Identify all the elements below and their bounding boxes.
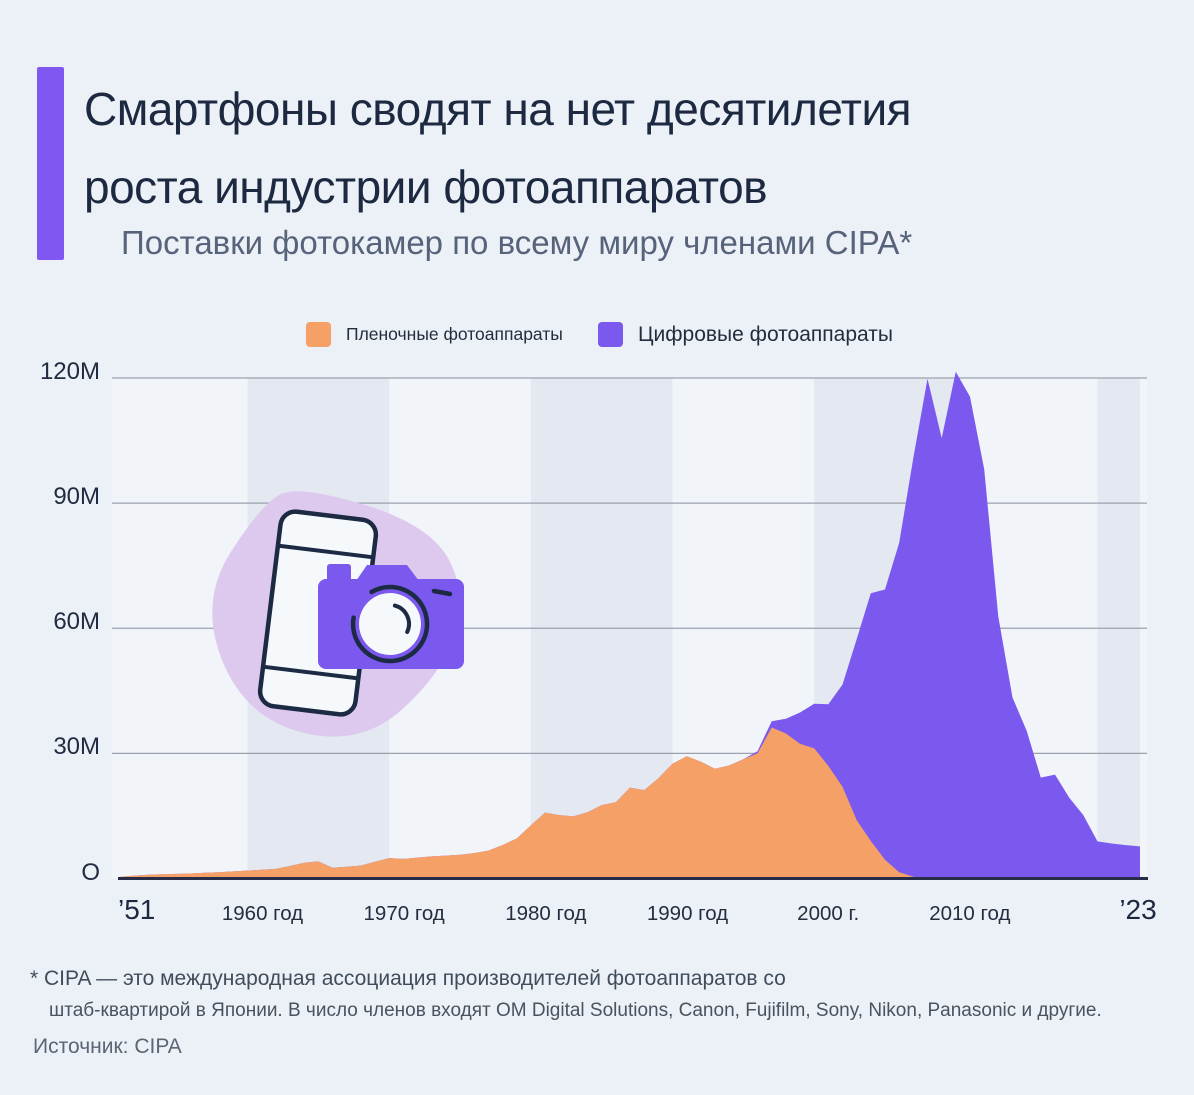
- legend-item-digital: Цифровые фотоаппараты: [598, 322, 893, 347]
- smartphone-camera-illustration: [212, 491, 464, 737]
- legend-label-film: Пленочные фотоаппараты: [346, 324, 563, 344]
- page-title: Смартфоны сводят на нет десятилетия рост…: [84, 70, 912, 226]
- film-cameras-area: [120, 727, 928, 879]
- digital-cameras-area: [120, 371, 1140, 879]
- footnote-line-2: штаб-квартирой в Японии. В число членов …: [49, 1000, 1102, 1021]
- legend-item-film: Пленочные фотоаппараты: [306, 322, 563, 347]
- film-swatch-icon: [306, 322, 331, 347]
- legend-label-digital: Цифровые фотоаппараты: [638, 322, 893, 346]
- source-label: Источник: CIPA: [33, 1035, 182, 1058]
- camera-lens: [359, 593, 421, 655]
- page-subtitle: Поставки фотокамер по всему миру членами…: [121, 224, 913, 261]
- title-line-1: Смартфоны сводят на нет десятилетия: [84, 83, 912, 135]
- chart-series: [118, 371, 1148, 880]
- title-accent-bar: [37, 67, 64, 260]
- title-line-2: роста индустрии фотоаппаратов: [84, 161, 768, 213]
- digital-swatch-icon: [598, 322, 623, 347]
- camera-icon: [318, 564, 464, 669]
- footnote-line-1: * CIPA — это международная ассоциация пр…: [30, 967, 786, 990]
